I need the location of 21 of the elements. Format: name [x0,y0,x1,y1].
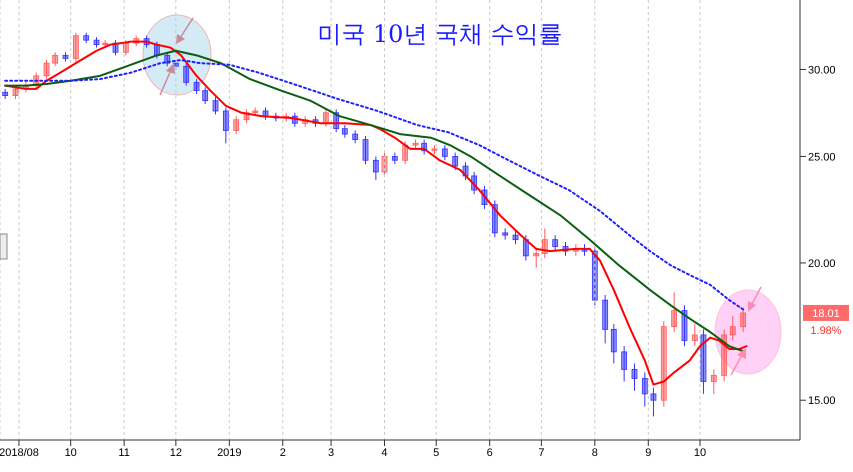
text: 1.98% [810,324,842,337]
x-tick-label: 2019 [217,446,242,459]
x-tick-label: 10 [694,446,706,459]
x-tick-label: 6 [486,446,493,459]
x-tick-label: 3 [328,446,334,459]
text: 18.01 [812,308,840,320]
x-tick-label: 12 [170,446,182,459]
x-tick-label: 9 [645,446,652,459]
x-tick-label: 7 [538,446,544,459]
x-tick-label: 5 [433,446,440,459]
x-tick-label: 10 [64,446,77,459]
x-tick-label: 2 [280,446,286,459]
y-tick-label: 20.00 [808,258,836,270]
text: 미국 10년 국채 수익률 [316,19,564,50]
y-tick-label: 15.00 [808,395,836,408]
x-tick-label: 11 [118,446,130,459]
x-tick-label: 4 [381,446,388,459]
y-tick-label: 25.00 [808,151,836,164]
x-tick-label: 2018/08 [0,446,39,459]
x-tick-label: 8 [592,446,598,459]
y-tick-label: 30.00 [808,64,836,76]
